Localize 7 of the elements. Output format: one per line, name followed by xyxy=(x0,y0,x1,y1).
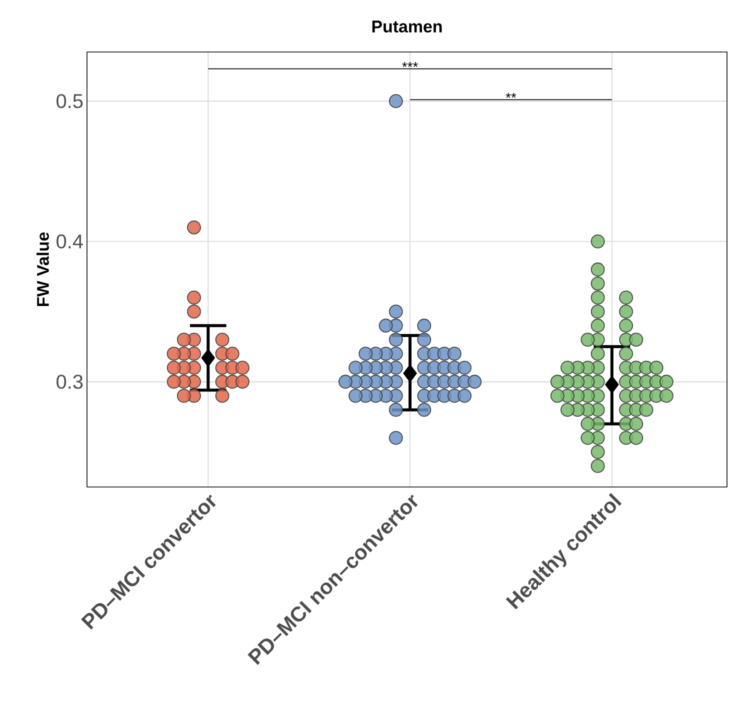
chart-title: Putamen xyxy=(372,20,442,33)
y-tick-label: 0.4 xyxy=(56,234,83,248)
annotation: ** xyxy=(506,92,516,98)
y-axis-title: FW Value xyxy=(36,232,49,306)
y-tick-label: 0.3 xyxy=(56,374,83,389)
annotation: *** xyxy=(402,62,418,67)
y-tick-label: 0.5 xyxy=(56,94,83,108)
